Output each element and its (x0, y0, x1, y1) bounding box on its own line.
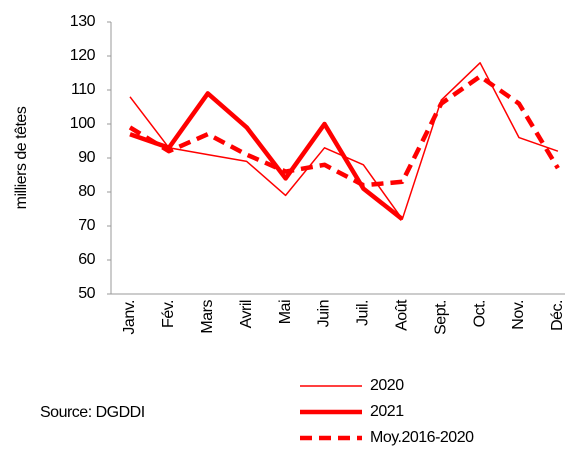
series-line (128, 74, 560, 188)
legend-label: Moy.2016-2020 (370, 429, 474, 446)
legend-label: 2021 (370, 403, 404, 420)
source: Source: DGDDI (40, 404, 145, 421)
x-tick-label: Août (394, 299, 411, 331)
y-tick-label: 130 (70, 13, 96, 30)
x-tick-label: Mai (277, 300, 294, 324)
y-tick-label: 80 (78, 183, 95, 200)
x-tick-label: Oct. (471, 300, 488, 327)
x-tick-label: Déc. (549, 300, 565, 331)
y-tick-label: 50 (78, 285, 95, 302)
legend-label: 2020 (370, 377, 404, 394)
y-tick-label: 90 (78, 149, 95, 166)
x-tick-label: Juin (316, 300, 333, 327)
x-tick-label: Nov. (510, 300, 527, 330)
x-tick-label: Janv. (121, 300, 138, 335)
y-tick-label: 120 (70, 47, 96, 64)
series-line (129, 91, 404, 221)
x-tick-label: Fév. (160, 300, 177, 328)
y-tick-label: 60 (78, 251, 95, 268)
x-tick-label: Juil. (355, 300, 372, 326)
x-tick-label: Avril (238, 300, 255, 328)
x-tick-label: Mars (199, 300, 216, 334)
y-axis-label: milliers de têtes (13, 106, 30, 209)
y-tick-label: 100 (70, 115, 96, 132)
y-tick-label: 70 (78, 217, 95, 234)
y-tick-label: 110 (71, 81, 96, 98)
x-tick-label: Sept. (432, 300, 449, 335)
